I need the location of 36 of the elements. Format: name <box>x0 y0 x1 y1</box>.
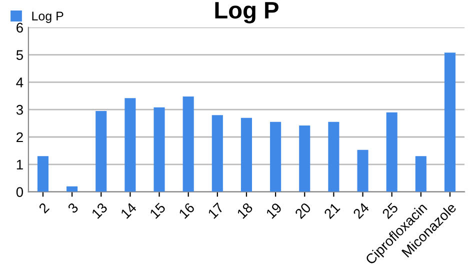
x-tick-label: 24 <box>352 202 370 220</box>
bar <box>386 112 398 192</box>
x-tick-label: 15 <box>149 202 166 219</box>
x-tick-label: 19 <box>266 202 282 219</box>
bar <box>328 122 340 192</box>
x-tick-label: 16 <box>178 202 196 219</box>
x-tick-label: 13 <box>91 202 108 219</box>
bar <box>270 122 282 192</box>
y-tick-label: 4 <box>16 78 24 88</box>
x-tick-label: 21 <box>324 202 340 220</box>
bar <box>66 186 78 192</box>
bar <box>182 96 194 192</box>
y-tick-label: 1 <box>16 160 23 170</box>
bar <box>415 156 426 192</box>
y-tick-label: 3 <box>16 104 23 115</box>
legend-label: Log P <box>32 12 64 23</box>
x-tick-label: 14 <box>120 202 138 219</box>
x-tick-label: 3 <box>67 202 79 214</box>
bar <box>240 118 252 192</box>
bar <box>154 107 165 192</box>
y-tick-label: 2 <box>16 132 23 142</box>
x-tick-label: 17 <box>208 202 224 219</box>
bar <box>96 110 107 192</box>
x-tick-label: 20 <box>294 202 312 220</box>
x-tick-label: 18 <box>236 202 254 219</box>
bar <box>357 150 368 192</box>
bar <box>299 125 310 192</box>
bar <box>212 115 223 192</box>
bar <box>444 52 456 192</box>
bar <box>124 98 136 192</box>
bar <box>37 156 48 192</box>
x-tick-label: 2 <box>38 202 50 214</box>
chart-title: Log P <box>215 2 278 24</box>
y-tick-label: 5 <box>16 50 23 60</box>
y-tick-label: 0 <box>16 187 24 197</box>
y-tick-label: 6 <box>16 22 23 33</box>
